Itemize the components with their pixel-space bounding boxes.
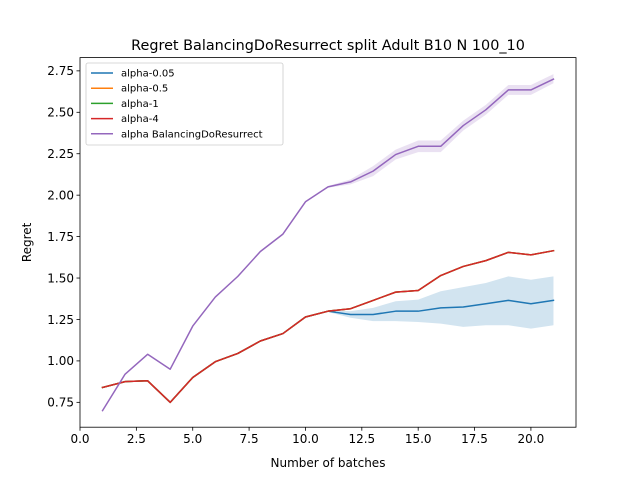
x-tick-label: 0.0 <box>70 432 89 446</box>
legend-label-alpha-0-5: alpha-0.5 <box>121 84 168 95</box>
series-lines <box>101 78 555 412</box>
y-tick-label: 1.25 <box>47 313 74 327</box>
y-tick-label: 2.50 <box>47 106 74 120</box>
y-axis-label: Regret <box>20 222 34 262</box>
x-axis-ticks: 0.0 2.5 5.0 7.5 10.0 12.5 15.0 17.5 20.0 <box>70 427 544 446</box>
legend-label-alpha-0-05: alpha-0.05 <box>121 69 175 80</box>
chart-title: Regret BalancingDoResurrect split Adult … <box>131 38 525 54</box>
y-tick-label: 2.00 <box>47 188 74 202</box>
y-tick-label: 2.75 <box>47 64 74 78</box>
y-tick-label: 1.50 <box>47 271 74 285</box>
x-tick-label: 12.5 <box>348 432 375 446</box>
x-tick-label: 15.0 <box>405 432 432 446</box>
series-line-alpha-balancingdoresurrect <box>101 78 555 412</box>
y-axis-ticks: 0.75 1.00 1.25 1.50 1.75 2.00 2.25 2.50 2.75 <box>47 64 80 410</box>
y-tick-label: 2.25 <box>47 147 74 161</box>
x-tick-label: 7.5 <box>240 432 259 446</box>
x-tick-label: 2.5 <box>127 432 146 446</box>
legend-label-alpha-4: alpha-4 <box>121 114 159 125</box>
legend: alpha-0.05 alpha-0.5 alpha-1 alpha-4 alpha B… <box>85 62 284 146</box>
y-tick-label: 0.75 <box>47 396 74 410</box>
x-tick-label: 17.5 <box>461 432 488 446</box>
y-tick-label: 1.75 <box>47 230 74 244</box>
legend-box <box>85 62 284 146</box>
series-line-alpha-4 <box>101 249 555 404</box>
x-tick-label: 5.0 <box>183 432 202 446</box>
x-tick-label: 10.0 <box>292 432 319 446</box>
plot-frame <box>79 57 577 428</box>
x-axis-label: Number of batches <box>271 456 386 470</box>
legend-label-alpha-1: alpha-1 <box>121 99 159 110</box>
legend-label-alpha-balancingdoresurrect: alpha BalancingDoResurrect <box>121 129 263 140</box>
x-tick-label: 20.0 <box>518 432 545 446</box>
y-tick-label: 1.00 <box>47 354 74 368</box>
